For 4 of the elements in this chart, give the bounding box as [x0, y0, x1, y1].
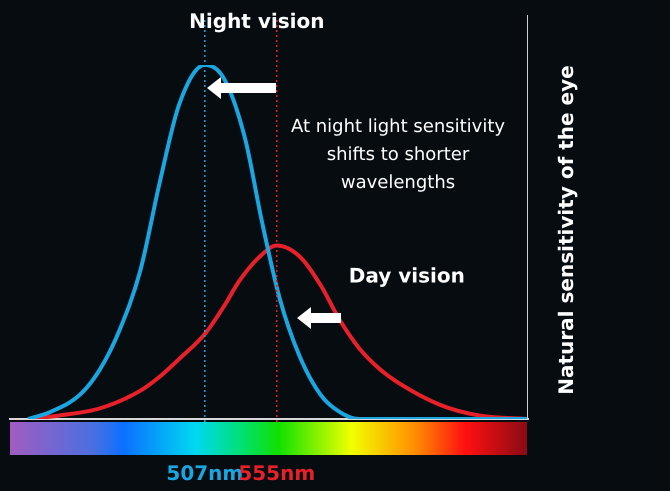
series-label: Day vision — [348, 264, 465, 288]
annotation: At night light sensitivity shifts to shorter wavelengths — [290, 115, 506, 195]
series-label: Night vision — [189, 9, 324, 34]
y-axis-title: Natural sensitivity of the eye — [554, 65, 578, 395]
